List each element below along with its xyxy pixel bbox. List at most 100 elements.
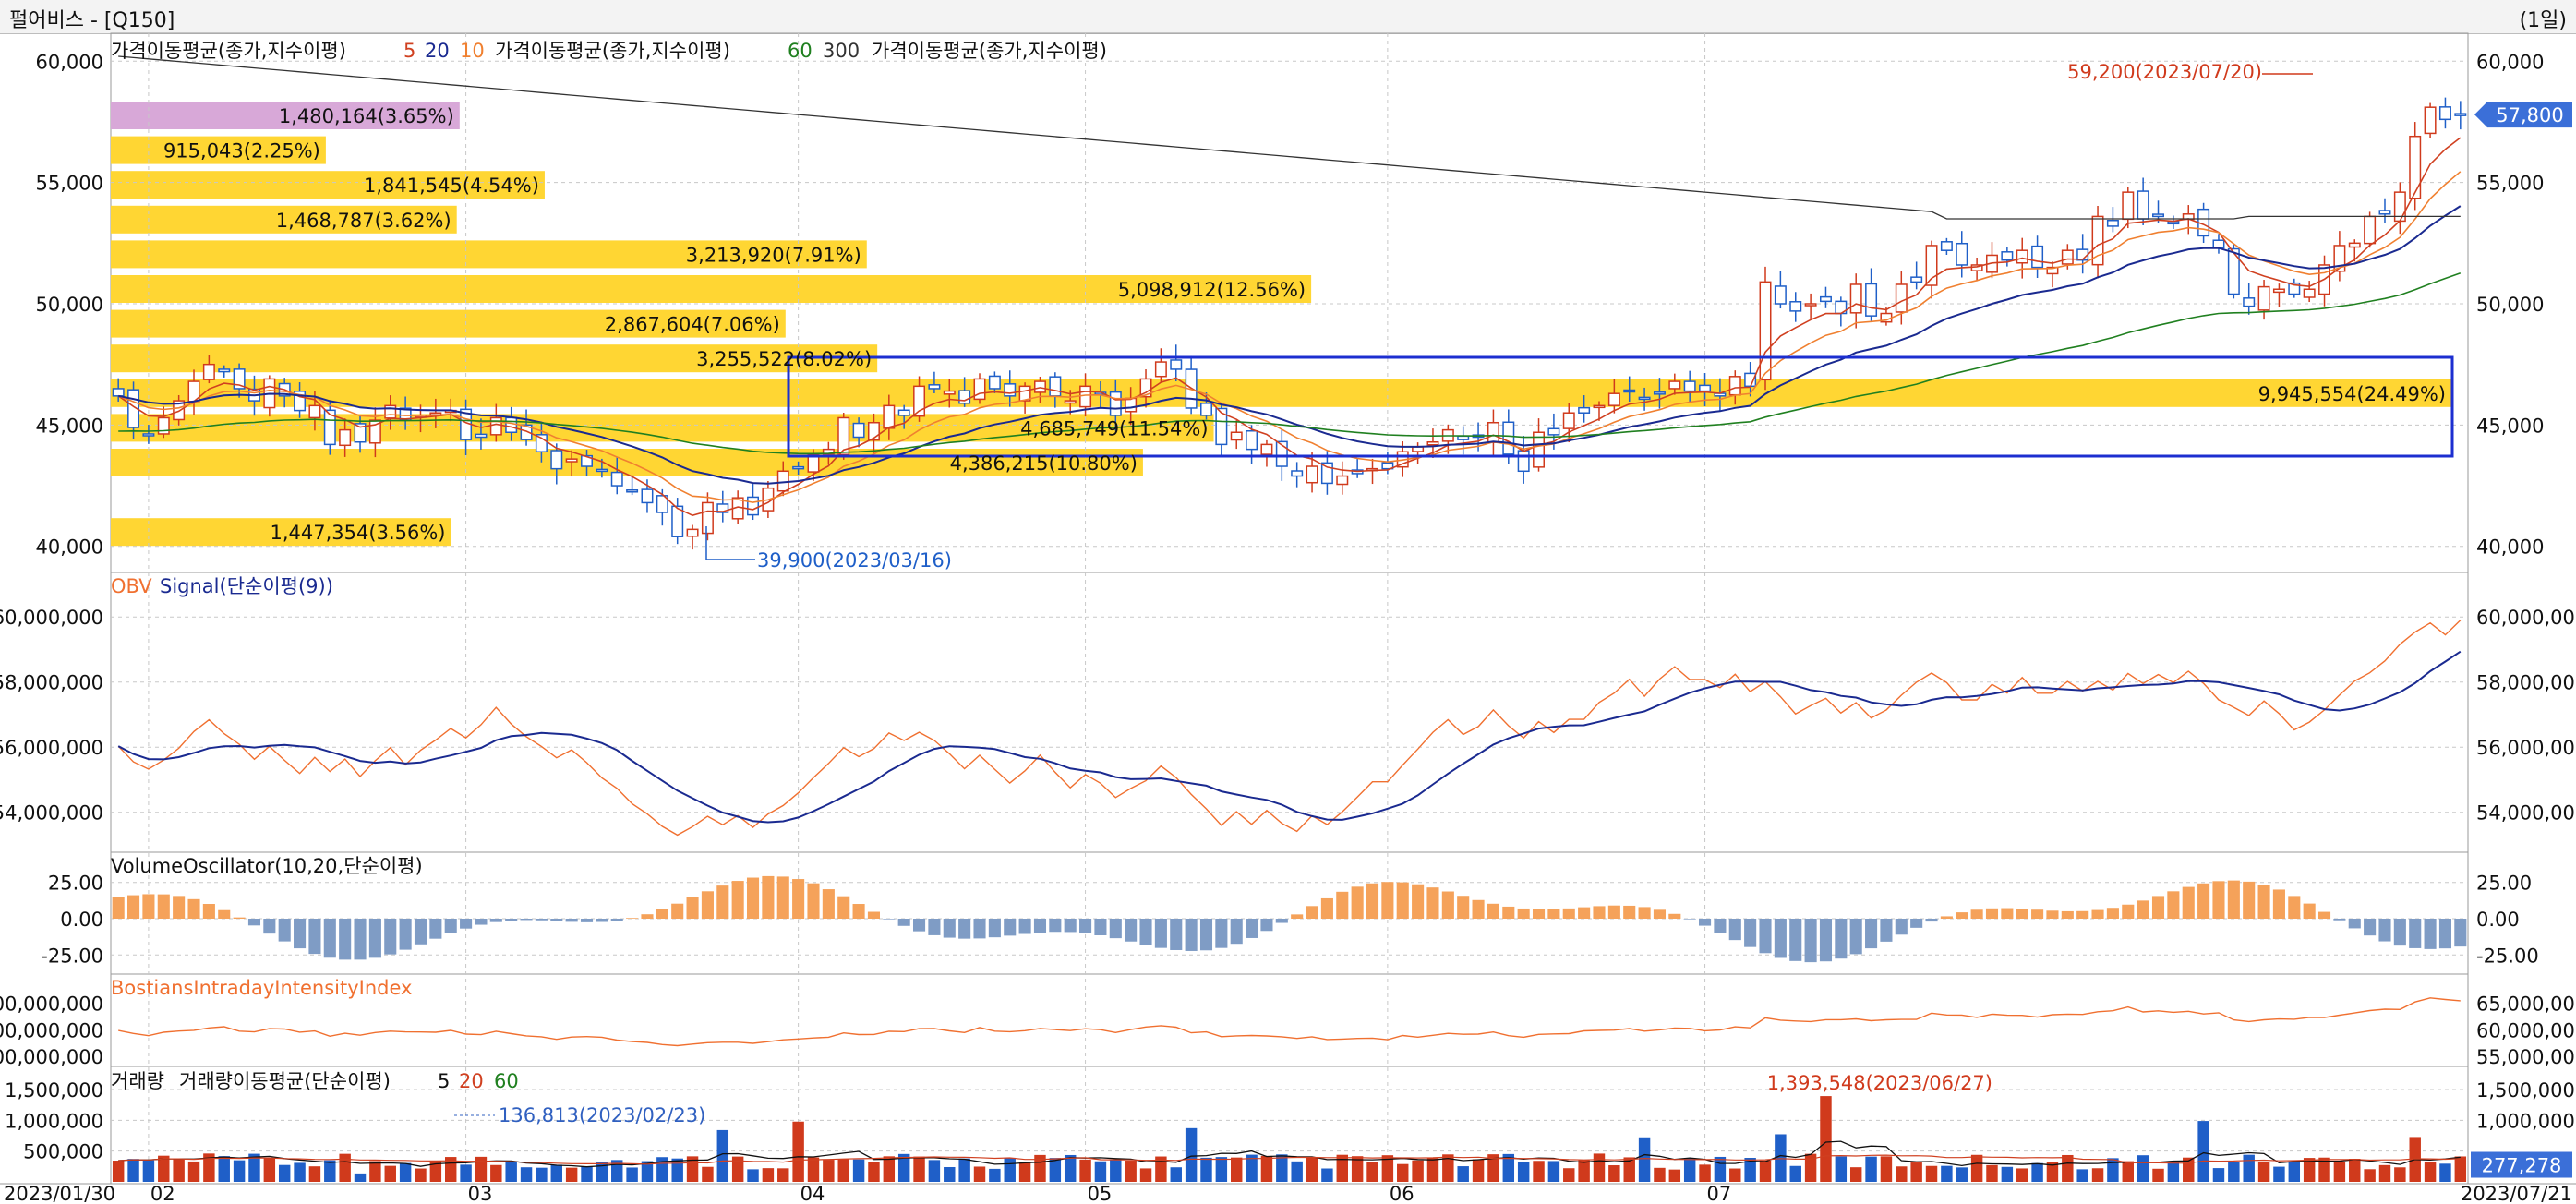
volume-bar [1502, 1153, 1515, 1182]
volume-bar [248, 1153, 260, 1182]
candle-body [2212, 239, 2225, 249]
vo-bar [414, 919, 427, 945]
volume-bar [2031, 1162, 2043, 1182]
vo-bar [1910, 919, 1923, 928]
candle-body [2046, 266, 2059, 275]
candle-body [1895, 283, 1908, 313]
volume-tick-left: 1,500,000 [5, 1079, 103, 1102]
ema-10-line [117, 171, 2462, 503]
candle-body [747, 496, 760, 516]
price-low-leader [705, 526, 755, 560]
vo-bar [897, 919, 910, 926]
volume-bar [550, 1164, 562, 1182]
candle-body [1457, 435, 1470, 440]
vo-bar [157, 894, 170, 919]
volume-bar [1744, 1158, 1756, 1182]
vo-bar [2303, 903, 2316, 919]
vo-bar [928, 919, 941, 935]
candle-body [988, 375, 1001, 390]
vo-bar [1306, 906, 1318, 919]
vo-bar [354, 919, 367, 960]
vo-bar [2091, 909, 2104, 919]
volume-bar [1170, 1167, 1182, 1182]
candle-body [2303, 288, 2316, 298]
vo-bar [1668, 913, 1681, 919]
vo-bar [1215, 919, 1228, 948]
candle-body [1910, 276, 1923, 283]
candle-body [2061, 249, 2074, 265]
vo-bar [2364, 919, 2377, 936]
x-start-label: 2023/01/30 [4, 1183, 115, 1204]
vo-bar [2393, 919, 2406, 946]
price-tick-right: 60,000 [2476, 51, 2544, 73]
vo-bar [535, 919, 548, 921]
vo-bar [1607, 905, 1620, 919]
candle-body [1940, 241, 1953, 251]
volume-profile-label: 2,867,604(7.06%) [605, 314, 780, 336]
candle-body [489, 416, 502, 436]
vo-bar [2348, 919, 2361, 929]
vo-bar [2016, 909, 2028, 919]
vo-bar [278, 919, 291, 942]
candle-body [2091, 215, 2104, 266]
vo-bar [852, 904, 865, 919]
vo-bar [1033, 919, 1047, 933]
vo-bar [2076, 910, 2089, 919]
candle-body [973, 378, 986, 401]
candle-body [1033, 380, 1046, 393]
vo-bar [1985, 908, 1999, 919]
volume-bar [1155, 1156, 1167, 1182]
vo-bar [247, 919, 261, 926]
vo-bar [142, 894, 155, 919]
vo-bar [1487, 903, 1499, 919]
vo-bar [1291, 914, 1304, 919]
volume-bar [1049, 1158, 1062, 1182]
volume-profile-label: 5,098,912(12.56%) [1118, 279, 1306, 301]
candle-body [1865, 283, 1878, 317]
candle-body [1728, 376, 1741, 396]
vo-bar [2106, 908, 2119, 919]
vo-bar [1880, 919, 1893, 942]
volume-bar [1457, 1166, 1469, 1182]
candle-body [1200, 403, 1212, 416]
candle-body [1638, 396, 1651, 401]
volume-ma5-line [118, 1140, 2461, 1168]
vo-bar [2001, 908, 2014, 919]
volume-bar [173, 1159, 185, 1182]
bii-tick-right: 65,000,000 [2476, 993, 2576, 1016]
volume-bar [460, 1164, 472, 1182]
vo-bar [988, 919, 1001, 938]
month-label: 03 [468, 1183, 493, 1204]
volume-bar [2439, 1163, 2451, 1182]
volume-bar [1487, 1154, 1499, 1182]
vo-bar [1638, 907, 1651, 919]
candle-body [2152, 213, 2164, 218]
price-low-marker: 39,900(2023/03/16) [757, 549, 952, 572]
vo-bar [1956, 912, 1968, 919]
candle-body [1018, 385, 1031, 402]
volume-bar [868, 1162, 880, 1182]
price-tick-right: 45,000 [2476, 415, 2544, 437]
volume-bar [1638, 1137, 1651, 1182]
vo-bar [1562, 908, 1575, 919]
vo-bar [1320, 897, 1333, 919]
volume-bar [731, 1156, 744, 1182]
volume-bar [2137, 1155, 2149, 1182]
candle-body [339, 428, 352, 447]
vo-bar [1018, 919, 1031, 934]
volume-bar [1865, 1156, 1877, 1182]
vo-bar [1004, 919, 1017, 936]
candle-body [1275, 440, 1288, 467]
vo-tick-right: 0.00 [2476, 909, 2520, 931]
volume-bar [2091, 1168, 2104, 1182]
current-price-label: 57,800 [2496, 104, 2563, 126]
month-label: 07 [1707, 1183, 1732, 1204]
volume-bar [1336, 1154, 1348, 1182]
volume-bar [1200, 1157, 1212, 1182]
vo-bar [1125, 919, 1138, 942]
volume-bar [1517, 1161, 1530, 1182]
volume-bar [1276, 1154, 1288, 1182]
candle-body [308, 404, 321, 419]
candle-body [2243, 297, 2256, 307]
